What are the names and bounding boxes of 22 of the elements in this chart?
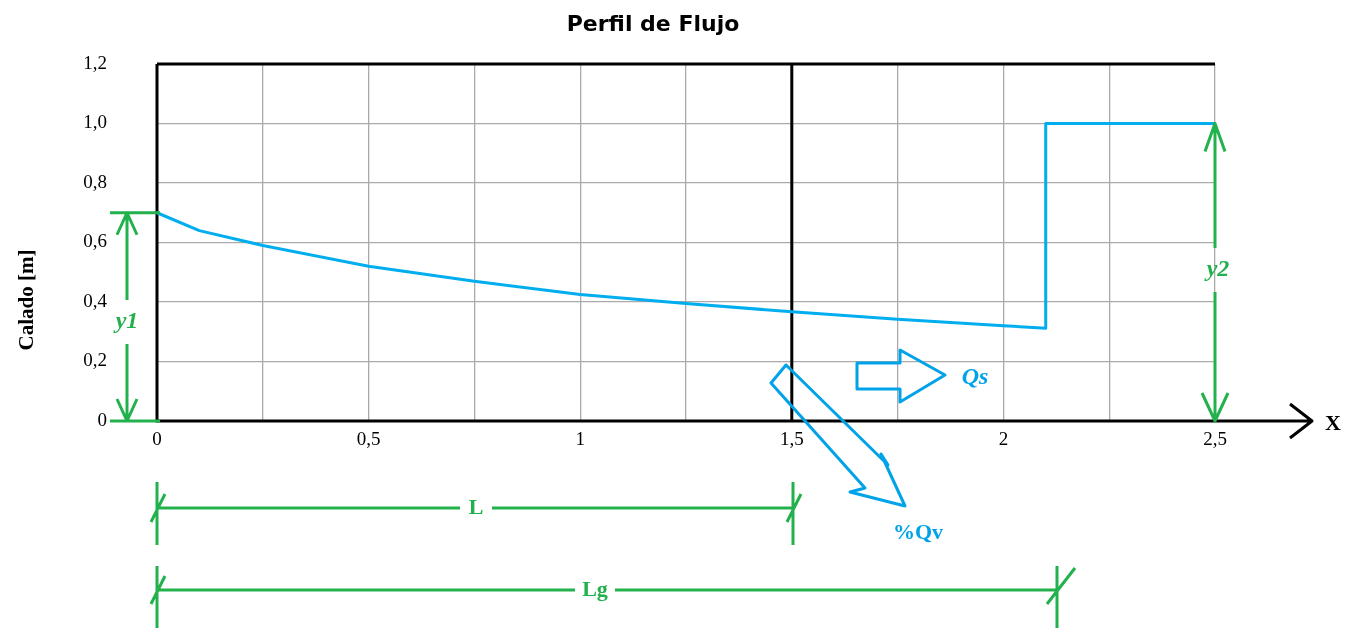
text: %Qv <box>892 518 944 544</box>
chart-title: Perfil de Flujo <box>566 10 740 36</box>
text: Lg <box>582 575 608 601</box>
y-tick-label: 0,6 <box>83 230 107 252</box>
x-tick-label: 2 <box>998 428 1009 450</box>
text: L <box>468 493 484 519</box>
y-tick-label: 1,0 <box>83 111 107 133</box>
annotation: y2 <box>1203 255 1230 282</box>
x-tick-label: 0,5 <box>356 428 381 450</box>
text: X <box>1325 409 1342 435</box>
y-tick-label: 0,4 <box>83 289 108 311</box>
y-tick-label: 0,2 <box>83 349 107 371</box>
y-tick-label: 0,8 <box>83 170 107 192</box>
y-tick-label: 1,2 <box>83 51 107 73</box>
y-axis-title: Calado [m] <box>14 249 39 351</box>
x-tick-label: 0 <box>152 428 162 450</box>
annotation: Qs <box>961 363 989 390</box>
x-tick-label: 1,5 <box>779 428 804 450</box>
x-tick-label: 1 <box>575 428 585 450</box>
text: y1 <box>112 307 139 334</box>
x-tick-label: 2,5 <box>1203 428 1227 450</box>
y-tick-label: 0 <box>97 408 107 430</box>
